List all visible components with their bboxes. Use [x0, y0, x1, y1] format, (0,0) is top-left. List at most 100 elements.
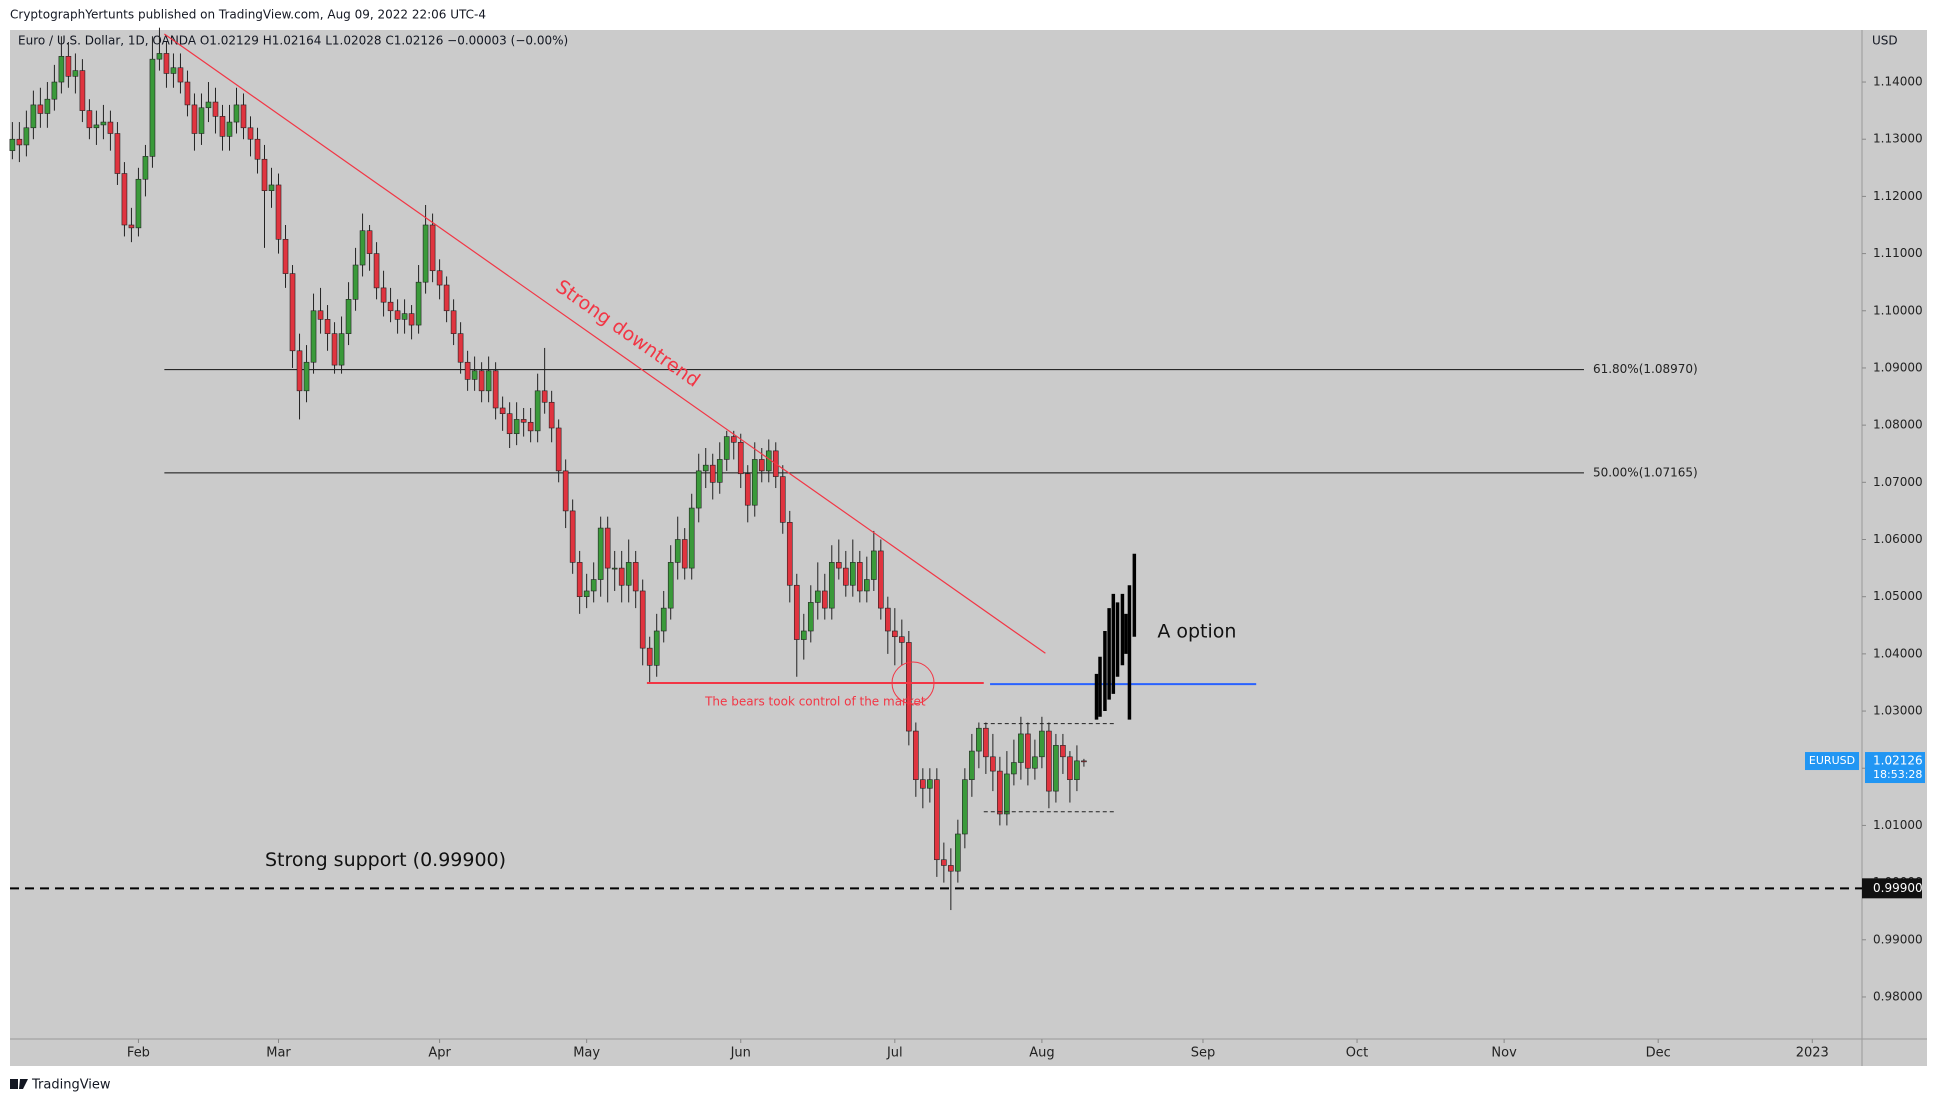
candle-body — [857, 562, 863, 592]
footer-brand: TradingView — [31, 1078, 111, 1093]
candle-body — [941, 859, 947, 866]
candle — [527, 407, 534, 443]
candle-body — [212, 101, 219, 117]
candle — [457, 322, 464, 374]
symbol-label: EURUSD — [1809, 754, 1855, 767]
candle-body — [927, 779, 933, 789]
candle-body — [142, 156, 149, 180]
candle — [170, 53, 177, 88]
candle-body — [156, 53, 163, 60]
bears-label: The bears took control of the market — [704, 695, 926, 709]
candle — [471, 356, 478, 391]
x-tick-label: Apr — [428, 1046, 451, 1061]
candle — [205, 82, 212, 123]
candle — [1074, 745, 1080, 792]
candle — [429, 213, 436, 283]
candle — [857, 550, 863, 603]
candle — [842, 550, 849, 597]
candle-body — [478, 370, 485, 392]
candle-body — [597, 527, 604, 580]
candle-body — [1046, 730, 1052, 792]
candle-body — [149, 58, 156, 157]
x-tick-label: Oct — [1346, 1046, 1368, 1061]
candle-body — [373, 253, 380, 289]
candle — [520, 407, 527, 437]
candle-body — [65, 56, 72, 77]
candle — [948, 848, 954, 911]
candle — [443, 276, 450, 323]
candle-body — [646, 647, 653, 666]
candle — [247, 116, 254, 157]
candle — [730, 430, 737, 460]
candle — [814, 562, 821, 620]
candle-body — [611, 567, 618, 570]
candle — [751, 442, 758, 517]
candle — [1039, 716, 1045, 769]
candle — [485, 356, 492, 403]
candle-body — [793, 584, 800, 640]
candle — [737, 433, 744, 489]
candle-body — [758, 459, 765, 472]
y-tick-label: 1.11000 — [1873, 246, 1923, 260]
candle-body — [948, 865, 954, 872]
candle-body — [23, 127, 30, 146]
candle-body — [534, 390, 541, 432]
candle — [16, 122, 23, 163]
candle — [674, 516, 681, 580]
candle — [723, 430, 730, 471]
candle-body — [254, 138, 261, 160]
candle-body — [730, 436, 737, 443]
candle-body — [331, 333, 338, 366]
candle-body — [878, 550, 884, 609]
candle — [492, 362, 499, 420]
candle-body — [688, 507, 695, 569]
candle — [65, 42, 72, 88]
candle-body — [660, 607, 667, 632]
candle-body — [842, 567, 849, 586]
candle-body — [359, 230, 366, 266]
candle-body — [1053, 745, 1059, 792]
candle-body — [93, 124, 100, 129]
candle — [681, 528, 688, 580]
candle-body — [492, 370, 499, 409]
y-tick-label: 1.07000 — [1873, 475, 1923, 489]
candle — [885, 596, 891, 654]
candle — [177, 53, 184, 94]
candle — [534, 373, 541, 443]
candle-body — [913, 730, 919, 780]
candle-body — [569, 510, 576, 563]
candle — [955, 819, 961, 883]
y-tick-label: 1.13000 — [1873, 132, 1923, 146]
candle-body — [86, 110, 93, 129]
candle-body — [1018, 733, 1024, 763]
candle — [892, 608, 898, 666]
candle-body — [955, 833, 961, 872]
candle-body — [849, 562, 856, 586]
candle — [1032, 739, 1038, 780]
y-tick-label: 1.04000 — [1873, 646, 1923, 660]
candle-body — [864, 579, 870, 592]
candle-body — [429, 224, 436, 272]
candle-body — [1067, 756, 1073, 780]
candle — [282, 224, 289, 288]
candle — [983, 722, 989, 774]
candle — [23, 110, 30, 157]
candle — [268, 167, 275, 208]
candle — [100, 104, 107, 140]
candle — [569, 499, 576, 574]
candle-body — [744, 473, 751, 506]
candle — [653, 613, 660, 677]
x-tick-label: Dec — [1646, 1046, 1671, 1061]
candle-body — [1011, 762, 1017, 775]
candle-body — [899, 636, 905, 643]
candle — [597, 516, 604, 597]
candle-body — [625, 562, 632, 586]
candle — [828, 545, 835, 620]
support-price-box — [1862, 878, 1922, 899]
candle-body — [821, 590, 828, 609]
countdown-label: 18:53:28 — [1873, 768, 1922, 781]
candle-body — [1004, 773, 1010, 815]
trendline — [164, 33, 1046, 654]
candle-body — [969, 750, 975, 780]
candle — [79, 59, 86, 123]
